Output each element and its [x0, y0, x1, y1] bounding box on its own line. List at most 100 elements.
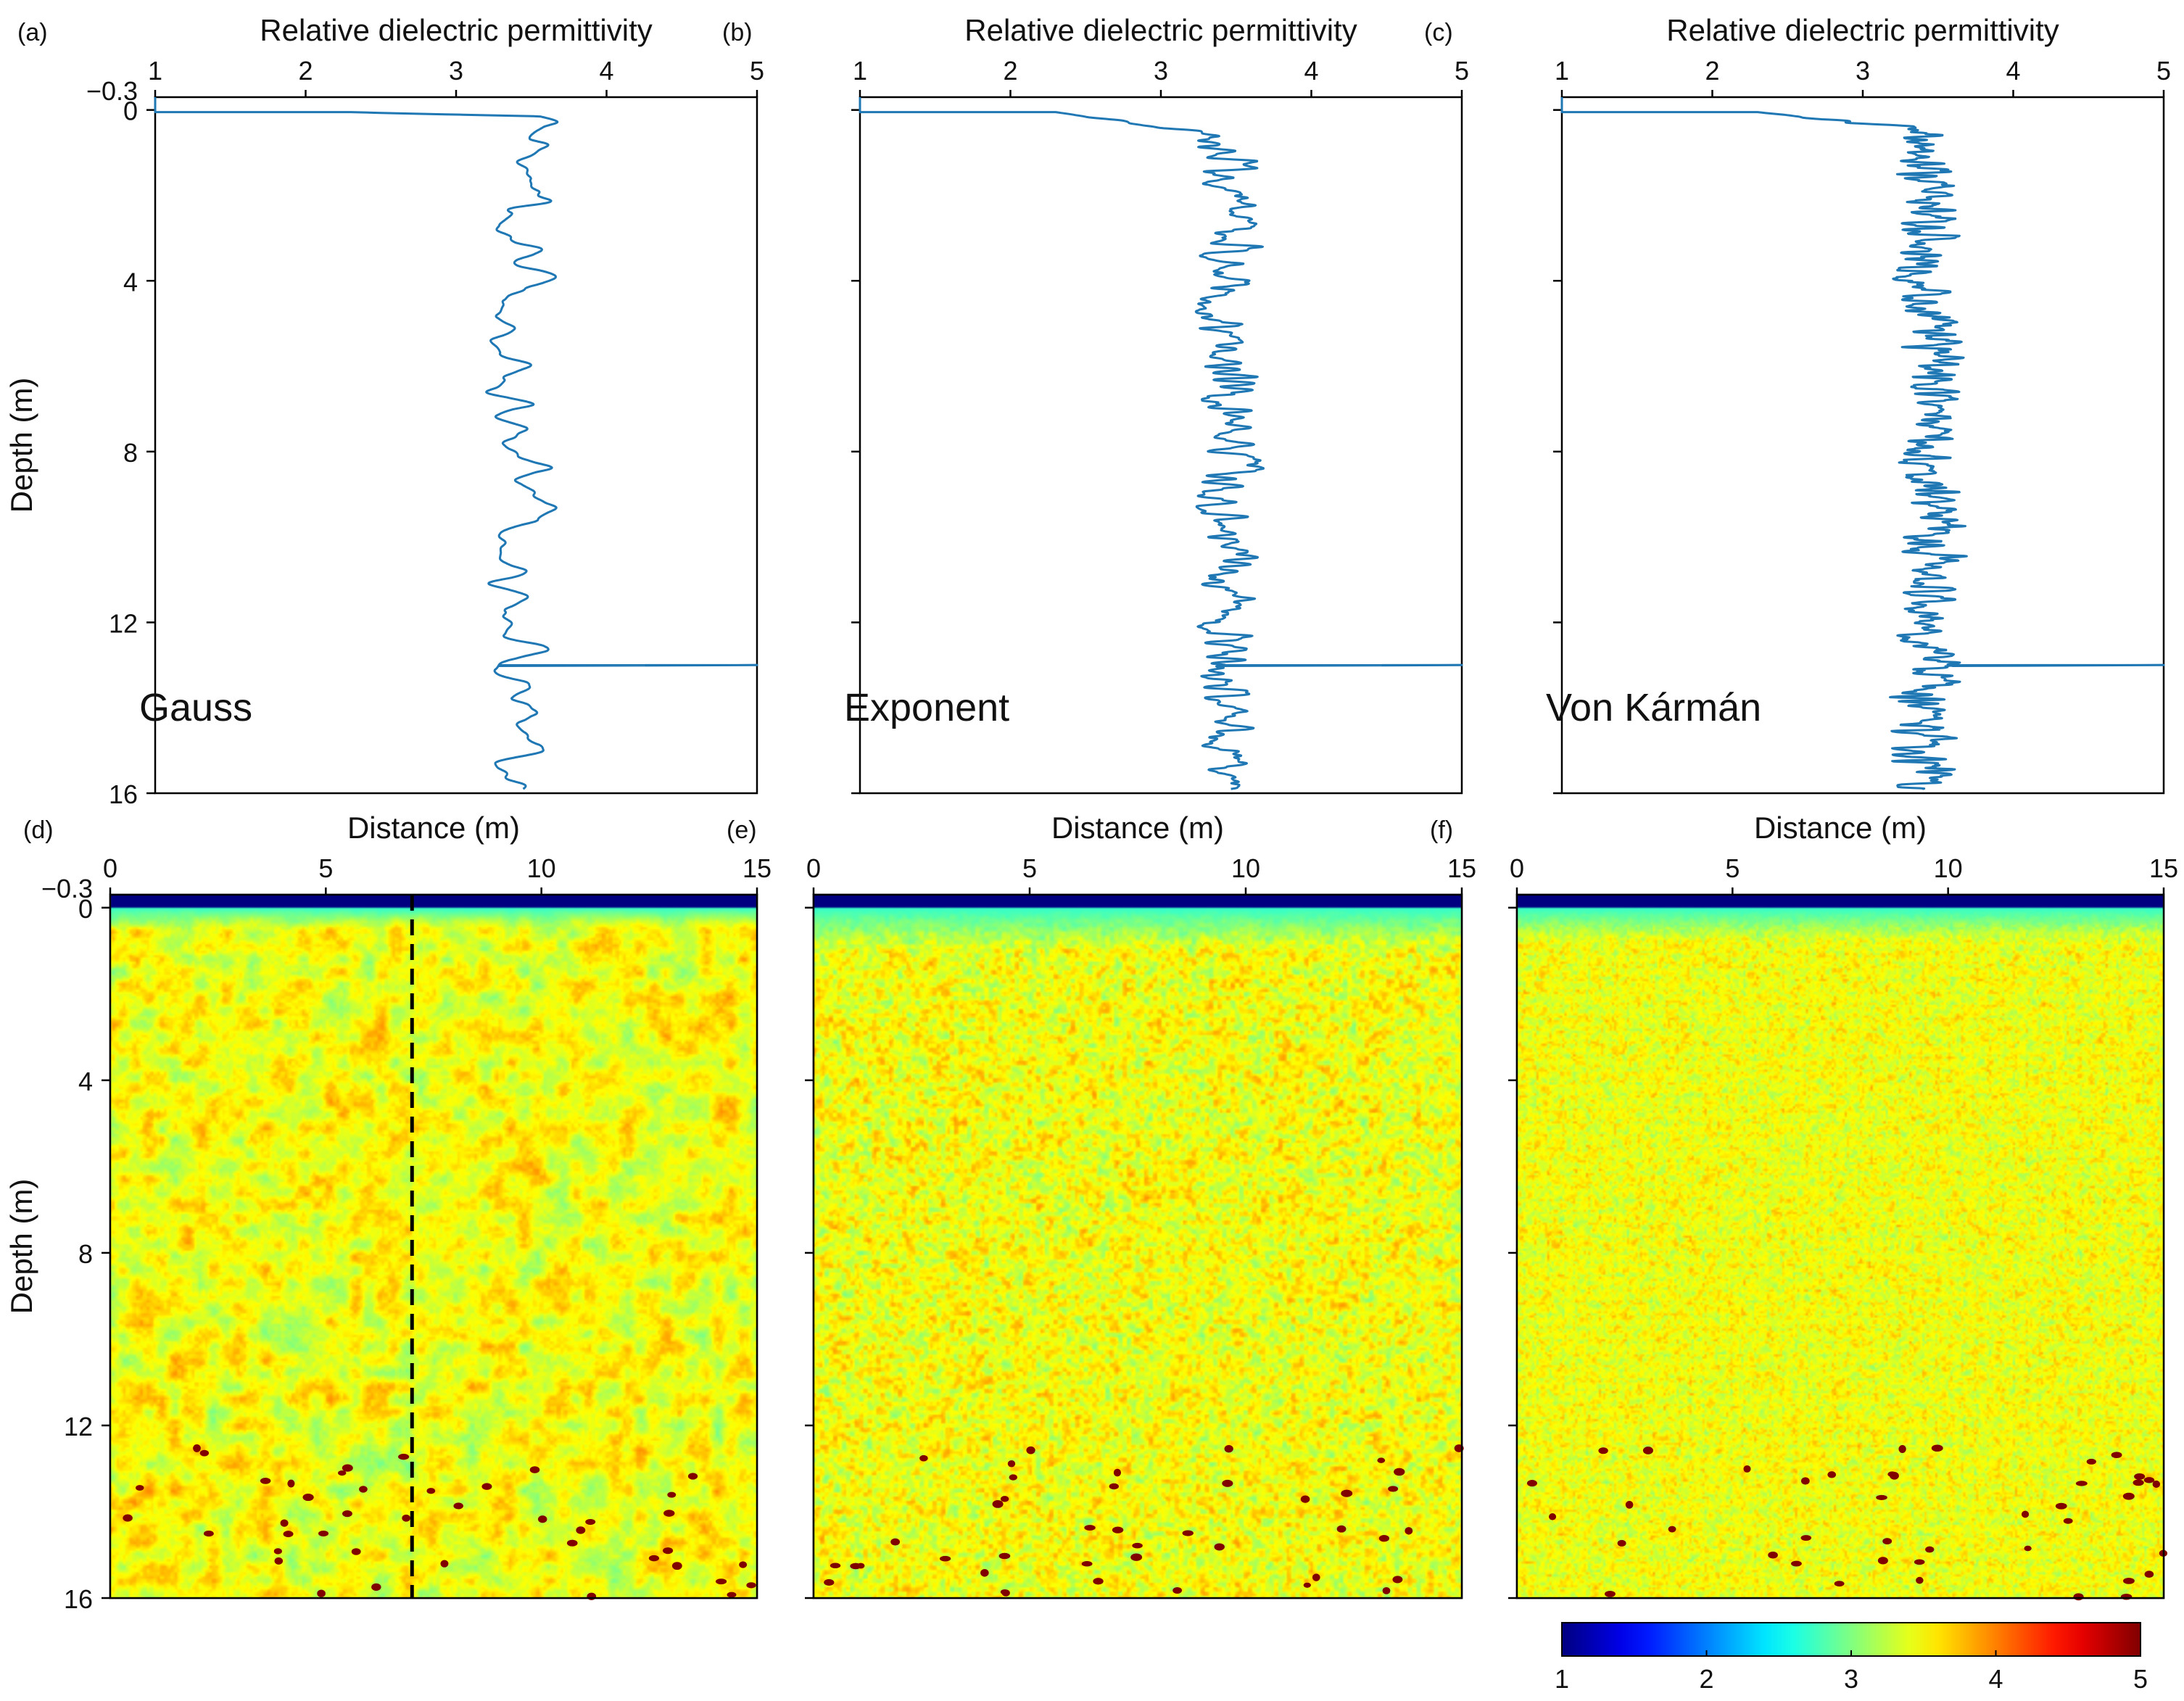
panel-label: (a)	[17, 19, 48, 46]
y-tick-label: 8	[78, 1239, 93, 1269]
x-tick-label: 5	[2156, 56, 2171, 86]
colorbar-tick-label: 1	[1555, 1664, 1569, 1694]
inclusion-mark	[2152, 1480, 2161, 1488]
inclusion-mark	[1312, 1573, 1320, 1581]
inclusion-mark	[274, 1557, 284, 1565]
inclusion-mark	[1625, 1500, 1634, 1509]
inclusion-mark	[1617, 1539, 1626, 1547]
x-tick-label: 2	[1705, 56, 1719, 86]
inclusion-mark	[1882, 1538, 1893, 1545]
inclusion-mark	[824, 1578, 835, 1586]
inclusion-mark	[1132, 1542, 1143, 1549]
x-tick-label: 5	[750, 56, 764, 86]
permittivity-series-line	[859, 97, 1463, 790]
inclusion-mark	[402, 1514, 410, 1522]
inclusion-mark	[398, 1453, 410, 1460]
inclusion-mark	[585, 1518, 596, 1526]
inclusion-mark	[2133, 1479, 2144, 1486]
x-tick-label: 0	[103, 853, 117, 883]
panel-b: (b) Relative dielectric permittivity 1 2 3 4 5…	[722, 13, 1469, 795]
inclusion-mark	[283, 1531, 294, 1538]
inclusion-mark	[199, 1449, 210, 1457]
inclusion-mark	[715, 1578, 727, 1585]
inclusion-mark	[2021, 1510, 2030, 1518]
panel-label: (c)	[1424, 19, 1453, 46]
inclusion-mark	[351, 1548, 361, 1555]
inclusion-mark	[1925, 1546, 1935, 1553]
inclusion-mark	[1378, 1535, 1390, 1542]
inclusion-mark	[746, 1582, 756, 1589]
inclusion-mark	[260, 1478, 271, 1484]
inclusion-mark	[287, 1479, 295, 1488]
inclusion-mark	[1377, 1457, 1386, 1463]
inclusion-mark	[1877, 1557, 1888, 1565]
inclusion-mark	[2063, 1518, 2073, 1524]
panel-f: (f) Distance (m) 0 5 10 15	[1430, 811, 2178, 1601]
y-tick-label: 16	[109, 779, 138, 809]
permittivity-field-image	[110, 895, 757, 1598]
inclusion-mark	[576, 1526, 586, 1534]
inclusion-mark	[587, 1592, 597, 1600]
axes-frame-overlay	[812, 893, 1463, 1599]
x-tick-label: 3	[1856, 56, 1870, 86]
inclusion-mark	[2073, 1593, 2084, 1601]
inclusion-mark	[136, 1485, 144, 1491]
inclusion-mark	[1009, 1474, 1017, 1481]
inclusion-mark	[980, 1569, 989, 1577]
inclusion-mark	[890, 1538, 901, 1546]
axes-frame-overlay	[109, 893, 758, 1599]
inclusion-mark	[2123, 1577, 2135, 1584]
y-axis-title: Depth (m)	[4, 1179, 38, 1315]
model-label: Exponent	[844, 686, 1009, 729]
panel-label: (b)	[722, 19, 753, 46]
inclusion-mark	[1800, 1535, 1812, 1541]
panel-label: (e)	[727, 816, 757, 844]
colorbar-tick-label: 4	[1988, 1664, 2003, 1694]
inclusion-mark	[1224, 1444, 1233, 1453]
inclusion-mark	[342, 1464, 353, 1472]
permittivity-field-image	[814, 895, 1462, 1598]
model-label: Gauss	[139, 686, 252, 729]
inclusion-mark	[671, 1562, 682, 1570]
x-axis-title: Distance (m)	[1754, 811, 1927, 845]
y-tick-label: 16	[64, 1584, 93, 1614]
inclusion-mark	[2122, 1492, 2135, 1500]
inclusion-mark	[2143, 1477, 2155, 1483]
inclusion-mark	[426, 1488, 436, 1494]
inclusion-mark	[1382, 1586, 1391, 1594]
inclusion-mark	[1093, 1578, 1104, 1585]
inclusion-mark	[440, 1560, 449, 1568]
colorbar: 1 2 3 4 5	[1555, 1622, 2148, 1694]
inclusion-mark	[663, 1510, 675, 1517]
inclusion-mark	[1300, 1495, 1310, 1503]
inclusion-mark	[648, 1555, 660, 1562]
permittivity-series-line	[154, 97, 758, 790]
inclusion-mark	[1768, 1551, 1778, 1559]
inclusion-mark	[1548, 1513, 1557, 1520]
inclusion-mark	[1887, 1471, 1897, 1478]
colorbar-tick-label: 3	[1844, 1664, 1858, 1694]
inclusion-mark	[359, 1486, 368, 1493]
inclusion-mark	[280, 1519, 289, 1527]
inclusion-mark	[1394, 1468, 1405, 1476]
x-tick-label: 10	[1934, 853, 1963, 883]
inclusion-mark	[1743, 1465, 1751, 1473]
x-tick-label: 0	[806, 853, 821, 883]
y-axis-title: Depth (m)	[4, 378, 38, 513]
y-tick-label: −0.3	[86, 76, 138, 106]
inclusion-mark	[193, 1444, 201, 1452]
x-tick-label: 3	[449, 56, 463, 86]
y-tick-label: 0	[123, 96, 138, 126]
inclusion-mark	[537, 1515, 547, 1523]
panel-e: (e) Distance (m) 0 5 10 15	[727, 811, 1476, 1599]
x-tick-label: 4	[1304, 56, 1318, 86]
inclusion-mark	[338, 1470, 347, 1476]
inclusion-mark	[318, 1530, 329, 1537]
inclusion-mark	[317, 1589, 326, 1597]
x-axis-title: Relative dielectric permittivity	[260, 13, 653, 47]
x-tick-label: 15	[2149, 853, 2178, 883]
inclusion-mark	[1081, 1561, 1093, 1567]
inclusion-mark	[2111, 1452, 2122, 1458]
inclusion-mark	[529, 1466, 540, 1473]
